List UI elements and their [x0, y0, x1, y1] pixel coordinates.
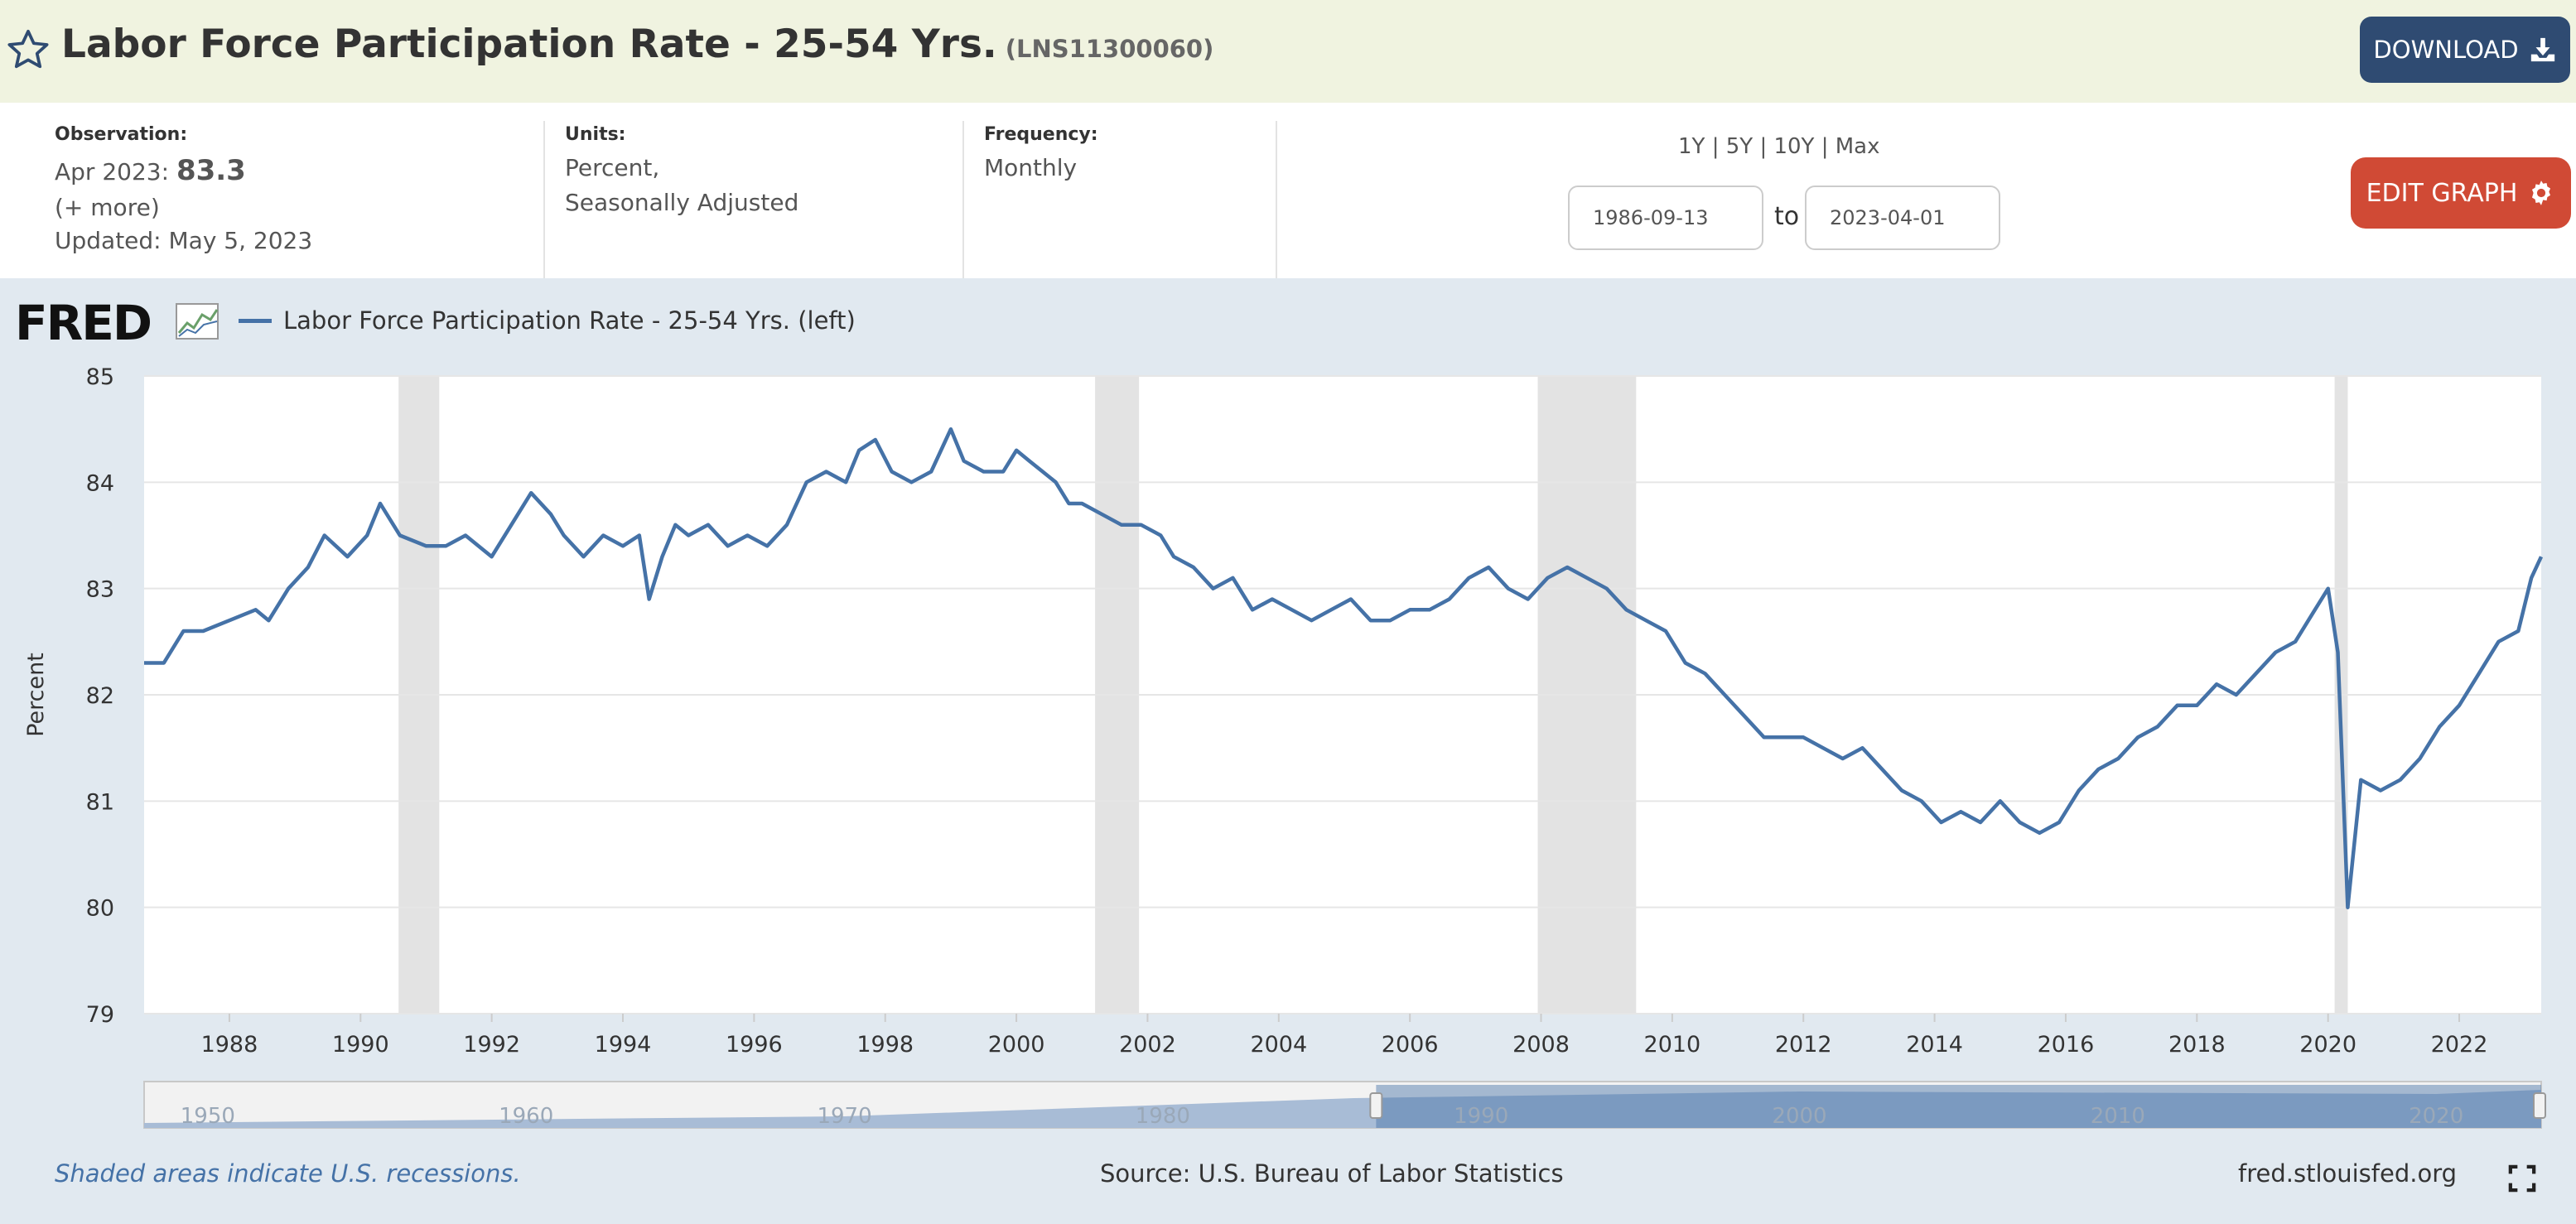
- range-10y[interactable]: 10Y: [1773, 134, 1815, 159]
- grid-lines: [144, 375, 2541, 1014]
- y-tick-label: 84: [86, 470, 114, 496]
- chart-legend[interactable]: Labor Force Participation Rate - 25-54 Y…: [239, 306, 856, 335]
- more-link[interactable]: (+ more): [55, 194, 160, 221]
- updated-text: Updated: May 5, 2023: [55, 227, 313, 254]
- chart-area: FRED Labor Force Participation Rate - 25…: [0, 278, 2576, 1224]
- site-link[interactable]: fred.stlouisfed.org: [2238, 1159, 2458, 1188]
- end-date-input[interactable]: 2023-04-01: [1805, 186, 2000, 250]
- to-label: to: [1774, 202, 1800, 231]
- observation-date: Apr 2023:: [55, 158, 170, 186]
- x-tick-label: 1990: [332, 1032, 389, 1058]
- y-axis-label: Percent: [23, 653, 49, 737]
- page-title: Labor Force Participation Rate - 25-54 Y…: [61, 22, 1213, 67]
- range-selector: 1Y | 5Y | 10Y | Max: [1678, 134, 1880, 159]
- edit-graph-button[interactable]: EDIT GRAPH: [2351, 157, 2571, 229]
- source-link[interactable]: Source: U.S. Bureau of Labor Statistics: [1100, 1159, 1564, 1188]
- range-sep: |: [1759, 134, 1768, 159]
- range-5y[interactable]: 5Y: [1725, 134, 1754, 159]
- x-tick-label: 2004: [1250, 1032, 1307, 1058]
- star-icon[interactable]: [5, 27, 51, 73]
- x-tick-label: 2012: [1775, 1032, 1832, 1058]
- navigator-tick-label: 1990: [1454, 1104, 1508, 1129]
- x-tick-label: 2014: [1906, 1032, 1963, 1058]
- fred-logo[interactable]: FRED: [15, 295, 152, 351]
- x-tick-label: 2008: [1512, 1032, 1570, 1058]
- series-id: (LNS11300060): [1005, 35, 1214, 63]
- frequency-value: Monthly: [984, 154, 1078, 181]
- range-sep: |: [1821, 134, 1829, 159]
- units-label: Units:: [565, 124, 626, 145]
- units-line2: Seasonally Adjusted: [565, 189, 799, 216]
- navigator-tick-label: 2000: [1772, 1104, 1826, 1129]
- divider: [543, 121, 545, 278]
- y-tick-label: 81: [86, 789, 114, 815]
- range-1y[interactable]: 1Y: [1678, 134, 1705, 159]
- navigator-tick-label: 1950: [181, 1104, 235, 1129]
- x-tick-label: 1998: [856, 1032, 914, 1058]
- series-line[interactable]: [144, 426, 2544, 909]
- header-bar: Labor Force Participation Rate - 25-54 Y…: [0, 0, 2576, 103]
- range-sep: |: [1711, 134, 1720, 159]
- y-tick-label: 83: [86, 577, 114, 603]
- units-line1: Percent,: [565, 154, 660, 181]
- line-chart[interactable]: 85 84 83 82 81 80 79 1988 1990 1992 1994 1996 1998 2…: [0, 278, 2576, 1148]
- navigator-tick-label: 1980: [1136, 1104, 1190, 1129]
- navigator-tick-label: 2010: [2091, 1104, 2145, 1129]
- x-tick-label: 1988: [201, 1032, 258, 1058]
- x-tick-label: 2006: [1382, 1032, 1439, 1058]
- divider: [1276, 121, 1277, 278]
- y-tick-label: 82: [86, 683, 114, 709]
- navigator-handle[interactable]: [2533, 1092, 2546, 1119]
- frequency-label: Frequency:: [984, 124, 1098, 145]
- observation-value: Apr 2023: 83.3: [55, 154, 246, 187]
- download-button[interactable]: DOWNLOAD: [2360, 17, 2570, 83]
- title-text: Labor Force Participation Rate - 25-54 Y…: [61, 22, 997, 67]
- fred-chart-icon: [176, 303, 219, 340]
- x-tick-label: 2010: [1644, 1032, 1701, 1058]
- start-date-input[interactable]: 1986-09-13: [1568, 186, 1763, 250]
- gear-icon: [2532, 181, 2551, 205]
- y-tick-label: 79: [86, 1002, 114, 1028]
- y-tick-label: 85: [86, 364, 114, 390]
- download-label: DOWNLOAD: [2373, 36, 2519, 64]
- x-tick-label: 2018: [2168, 1032, 2226, 1058]
- range-navigator[interactable]: 1950 1960 1970 1980 1990 2000 2010 2020: [143, 1081, 2546, 1129]
- x-tick-label: 2020: [2299, 1032, 2357, 1058]
- x-tick-label: 2002: [1119, 1032, 1176, 1058]
- x-axis: 1988 1990 1992 1994 1996 1998 2000 2002 2004 2006…: [201, 1014, 2488, 1058]
- x-tick-label: 1992: [463, 1032, 520, 1058]
- x-tick-label: 1994: [595, 1032, 652, 1058]
- legend-label: Labor Force Participation Rate - 25-54 Y…: [283, 306, 856, 335]
- navigator-tick-label: 1970: [817, 1104, 871, 1129]
- fullscreen-icon[interactable]: [2508, 1164, 2536, 1193]
- download-icon: [2530, 37, 2554, 62]
- x-tick-label: 1996: [726, 1032, 783, 1058]
- range-max[interactable]: Max: [1835, 134, 1880, 159]
- divider: [962, 121, 964, 278]
- edit-graph-label: EDIT GRAPH: [2366, 178, 2518, 208]
- navigator-selection: [1376, 1085, 2541, 1128]
- y-tick-label: 80: [86, 896, 114, 922]
- navigator-area: [144, 1090, 2541, 1128]
- y-axis: 85 84 83 82 81 80 79: [86, 364, 114, 1028]
- navigator-tick-label: 2020: [2409, 1104, 2463, 1129]
- navigator-tick-label: 1960: [499, 1104, 553, 1129]
- observation-label: Observation:: [55, 124, 188, 145]
- legend-swatch: [239, 318, 272, 323]
- observation-number: 83.3: [176, 154, 246, 187]
- recession-note: Shaded areas indicate U.S. recessions.: [55, 1159, 521, 1188]
- navigator-handle[interactable]: [1369, 1092, 1383, 1119]
- x-tick-label: 2016: [2038, 1032, 2095, 1058]
- x-tick-label: 2022: [2431, 1032, 2488, 1058]
- x-tick-label: 2000: [988, 1032, 1045, 1058]
- metadata-bar: Observation: Apr 2023: 83.3 (+ more) Upd…: [0, 103, 2576, 278]
